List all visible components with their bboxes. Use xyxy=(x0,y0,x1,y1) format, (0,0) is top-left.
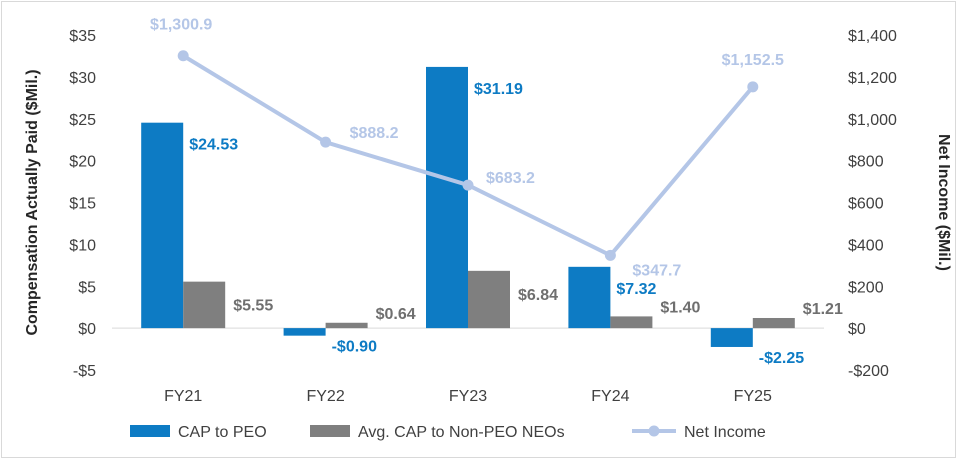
bar-avg-cap-non-peo xyxy=(610,316,653,329)
y-right-tick-label: $800 xyxy=(848,154,884,171)
net-income-point xyxy=(747,81,759,93)
bar-avg-cap-non-peo xyxy=(468,270,510,329)
net-income-data-label: $347.7 xyxy=(632,262,681,279)
avg-cap-non-peo-data-label: $1.21 xyxy=(803,301,843,318)
legend-swatch-avg-cap-non-peo xyxy=(310,425,350,437)
x-tick-label: FY22 xyxy=(306,388,344,405)
bar-cap-to-peo xyxy=(568,266,611,329)
bar-avg-cap-non-peo xyxy=(325,322,368,329)
cap-to-peo-data-label: $31.19 xyxy=(474,81,523,98)
y-left-tick-label: $0 xyxy=(78,321,96,338)
y-right-tick-label: $1,400 xyxy=(848,28,897,45)
avg-cap-non-peo-data-label: $0.64 xyxy=(376,306,416,323)
y-left-tick-label: -$5 xyxy=(73,363,96,380)
y-left-tick-label: $10 xyxy=(69,237,96,254)
y-left-tick-label: $30 xyxy=(69,70,96,87)
avg-cap-non-peo-data-label: $6.84 xyxy=(518,287,558,304)
y-right-tick-label: $200 xyxy=(848,279,884,296)
y-left-tick-label: $35 xyxy=(69,28,96,45)
x-tick-label: FY25 xyxy=(734,388,772,405)
net-income-point xyxy=(177,50,189,62)
bar-cap-to-peo xyxy=(141,122,184,329)
cap-to-peo-data-label: -$2.25 xyxy=(759,350,804,367)
cap-to-peo-data-label: $7.32 xyxy=(616,281,656,298)
y-right-tick-label: $600 xyxy=(848,196,884,213)
net-income-data-label: $683.2 xyxy=(486,170,535,187)
y-right-axis-title: Net Income ($Mil.) xyxy=(935,134,952,271)
bar-avg-cap-non-peo xyxy=(752,317,795,329)
y-left-axis-title: Compensation Actually Paid ($Mil.) xyxy=(24,69,41,335)
x-tick-label: FY23 xyxy=(449,388,487,405)
y-right-tick-label: -$200 xyxy=(848,363,889,380)
net-income-data-label: $1,152.5 xyxy=(722,52,784,69)
net-income-data-label: $1,300.9 xyxy=(150,17,212,34)
net-income-point xyxy=(320,136,332,148)
bar-cap-to-peo xyxy=(426,66,468,329)
legend-marker-net-income xyxy=(648,425,660,437)
legend-swatch-cap-to-peo xyxy=(130,425,170,437)
bar-cap-to-peo xyxy=(283,328,326,336)
bar-avg-cap-non-peo xyxy=(183,281,226,329)
net-income-point xyxy=(604,249,616,261)
y-left-tick-label: $5 xyxy=(78,279,96,296)
y-right-tick-label: $1,000 xyxy=(848,112,897,129)
net-income-data-label: $888.2 xyxy=(350,125,399,142)
legend-label-cap-to-peo: CAP to PEO xyxy=(178,424,267,441)
legend-label-avg-cap-non-peo: Avg. CAP to Non-PEO NEOs xyxy=(358,424,565,441)
y-left-tick-label: $15 xyxy=(69,196,96,213)
bar-cap-to-peo xyxy=(710,328,753,347)
y-left-tick-label: $25 xyxy=(69,112,96,129)
x-tick-label: FY24 xyxy=(591,388,629,405)
y-left-tick-label: $20 xyxy=(69,154,96,171)
y-right-tick-label: $400 xyxy=(848,237,884,254)
x-tick-label: FY21 xyxy=(164,388,202,405)
cap-to-peo-data-label: -$0.90 xyxy=(332,339,377,356)
y-right-tick-label: $0 xyxy=(848,321,866,338)
net-income-point xyxy=(462,179,474,191)
y-right-tick-label: $1,200 xyxy=(848,70,897,87)
legend-label-net-income: Net Income xyxy=(684,424,766,441)
avg-cap-non-peo-data-label: $5.55 xyxy=(233,298,273,315)
avg-cap-non-peo-data-label: $1.40 xyxy=(660,299,700,316)
cap-to-peo-data-label: $24.53 xyxy=(189,137,238,154)
